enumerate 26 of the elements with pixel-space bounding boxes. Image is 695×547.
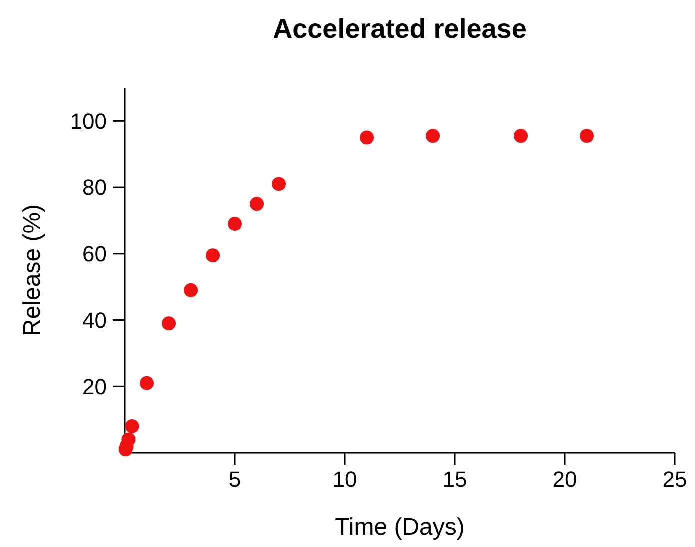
- point: [206, 248, 220, 263]
- y-tick-label: 60: [82, 242, 107, 267]
- x-axis-title: Time (Days): [335, 514, 465, 541]
- x-tick-label: 15: [442, 467, 468, 492]
- y-tick-label: 20: [82, 374, 107, 400]
- y-tick-label: 80: [82, 175, 107, 200]
- y-tick-label: 40: [82, 308, 107, 333]
- point: [514, 129, 528, 144]
- point: [426, 129, 440, 144]
- point: [360, 130, 374, 145]
- point: [184, 283, 198, 298]
- x-tick-label: 5: [228, 467, 242, 492]
- point: [272, 177, 286, 192]
- chart-title: Accelerated release: [273, 14, 527, 44]
- y-tick-label: 100: [70, 108, 107, 134]
- x-tick-label: 10: [332, 467, 358, 492]
- point: [122, 432, 136, 447]
- point: [228, 217, 242, 232]
- y-axis-title: Release (%): [19, 204, 46, 337]
- x-tick-label: 25: [662, 467, 688, 492]
- point: [250, 197, 264, 212]
- point: [162, 316, 176, 331]
- point: [125, 419, 140, 434]
- x-tick-label: 20: [552, 467, 578, 492]
- point: [140, 376, 154, 390]
- point: [580, 129, 594, 144]
